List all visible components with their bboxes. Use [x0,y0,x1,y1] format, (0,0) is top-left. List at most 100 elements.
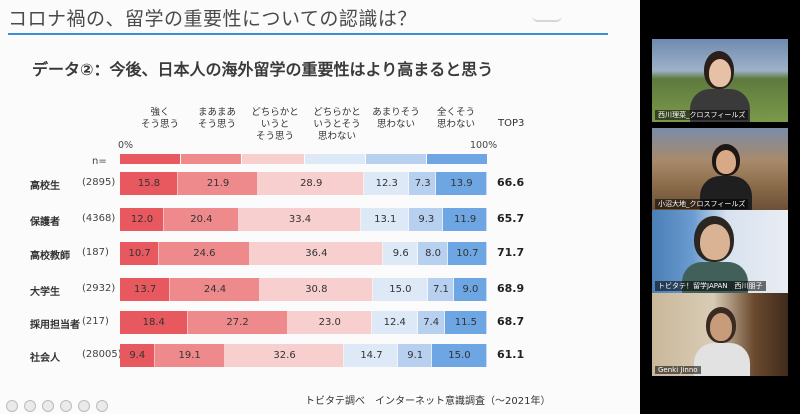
participant-name: Genki Jinno [655,366,701,374]
bar-value-label: 15.0 [389,284,412,295]
bar-segment [436,172,487,195]
top3-value: 68.9 [497,282,525,295]
row-label: 大学生 [30,287,60,298]
previous-slide-icon[interactable] [6,400,18,412]
bar-segment [177,172,259,195]
bar-segment [163,208,239,231]
bar-value-label: 13.9 [450,178,473,189]
participant-gallery: 西川理菜_クロスフィールズ 小沼大地_クロスフィールズ トビタテ！留学JAPAN… [640,0,800,414]
slide-subtitle: データ②：今後、日本人の海外留学の重要性はより高まると思う [32,60,494,79]
bar-value-label: 13.7 [134,284,157,295]
laser-pointer-icon[interactable] [60,400,72,412]
row-label: 社会人 [30,353,60,364]
bar-segment [154,344,225,367]
bar-value-label: 10.7 [128,248,151,259]
next-slide-icon[interactable] [24,400,36,412]
bar-segment [120,278,171,301]
column-header: 強く そう思う [140,107,179,130]
bar-value-label: 10.7 [456,248,479,259]
bar-value-label: 12.3 [375,178,398,189]
bar-segment [361,208,410,231]
bar-value-label: 7.1 [432,284,449,295]
row-sample-size: (217) [82,316,109,327]
bar-value-label: 7.3 [414,178,431,189]
bar-value-label: 11.5 [454,317,477,328]
bar-segment [159,242,250,265]
bar-value-label: 18.4 [142,317,165,328]
bar-segment [170,278,260,301]
legend-swatch [181,154,241,164]
bar-segment [287,311,372,334]
bar-value-label: 21.9 [206,178,230,189]
more-options-icon[interactable] [96,400,108,412]
bar-segment [398,344,432,367]
sample-size-label: n= [92,156,107,167]
participant-tile[interactable]: トビタテ！留学JAPAN 西川朋子 [652,210,788,293]
bar-value-label: 28.9 [300,178,323,189]
column-header: あまりそう 思わない [372,107,420,130]
participant-tile[interactable]: 小沼大地_クロスフィールズ [652,128,788,211]
bar-value-label: 12.4 [383,317,406,328]
legend-swatch [305,154,365,164]
row-label: 保護者 [30,217,60,228]
source-note: トビタテ調べ インターネット意識調査（〜2021年） [305,396,551,407]
bar-value-label: 33.4 [288,214,312,225]
bar-value-label: 20.4 [190,214,213,225]
axis-end-label: 100% [470,140,498,151]
top3-value: 65.7 [497,212,525,225]
participant-face [709,59,731,87]
bar-value-label: 7.4 [423,317,440,328]
row-sample-size: (2895) [82,177,116,188]
bar-segment [409,172,437,195]
bar-segment [409,208,444,231]
logo-watermark-icon [532,8,562,22]
row-sample-size: (2932) [82,283,116,294]
zoom-icon[interactable] [78,400,90,412]
bar-value-label: 30.8 [305,284,328,295]
bar-value-label: 23.0 [318,317,341,328]
slide-toolbar [6,400,108,412]
bar-segment [120,208,164,231]
bar-value-label: 15.8 [137,178,161,189]
row-label: 高校教師 [30,251,70,262]
pen-tool-icon[interactable] [42,400,54,412]
top3-value: 66.6 [497,176,525,189]
bar-value-label: 27.2 [226,317,249,328]
bar-segment [344,344,399,367]
bar-segment [259,278,373,301]
legend-swatch [427,154,487,164]
presentation-slide: コロナ禍の、留学の重要性についての認識は？ データ②：今後、日本人の海外留学の重… [0,0,640,414]
bar-value-label: 9.1 [407,350,424,361]
bar-segment [238,208,362,231]
bar-value-label: 24.4 [203,284,227,295]
top3-value: 71.7 [497,246,525,259]
bar-segment [187,311,288,334]
bar-segment [120,172,178,195]
bar-segment [120,311,188,334]
bar-segment [427,278,454,301]
column-header: 全くそう 思わない [436,107,475,130]
bar-segment [444,311,487,334]
bar-value-label: 36.4 [305,248,328,259]
bar-value-label: 15.0 [448,350,471,361]
bar-value-label: 32.6 [273,350,296,361]
bar-value-label: 14.7 [360,350,383,361]
row-label: 高校生 [30,181,60,192]
participant-tile[interactable]: Genki Jinno [652,293,788,376]
participant-face [710,313,732,341]
bar-segment [431,344,487,367]
bar-segment [372,278,428,301]
bar-value-label: 9.4 [129,350,146,361]
bar-value-label: 9.6 [392,248,409,259]
row-sample-size: (28005) [82,349,122,360]
title-underline [8,33,608,35]
legend-swatch [242,154,304,164]
bar-segment [453,278,487,301]
participant-name: 小沼大地_クロスフィールズ [655,199,749,209]
participant-face [716,150,736,174]
column-header: どちらかと いうと そう思う [251,107,299,142]
row-sample-size: (4368) [82,213,116,224]
participant-tile[interactable]: 西川理菜_クロスフィールズ [652,39,788,122]
top3-value: 68.7 [497,315,525,328]
bar-value-label: 12.0 [130,214,154,225]
